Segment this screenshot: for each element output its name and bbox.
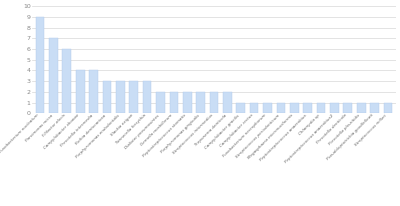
Bar bbox=[330, 103, 339, 113]
Bar bbox=[263, 103, 272, 113]
Bar bbox=[223, 92, 232, 113]
Bar bbox=[62, 49, 71, 113]
Bar bbox=[317, 103, 326, 113]
Bar bbox=[250, 103, 258, 113]
Bar bbox=[183, 92, 192, 113]
Bar bbox=[116, 81, 125, 113]
Bar bbox=[49, 38, 58, 113]
Bar bbox=[196, 92, 205, 113]
Bar bbox=[102, 81, 111, 113]
Bar bbox=[129, 81, 138, 113]
Bar bbox=[210, 92, 218, 113]
Bar bbox=[370, 103, 379, 113]
Bar bbox=[89, 70, 98, 113]
Bar bbox=[143, 81, 152, 113]
Bar bbox=[303, 103, 312, 113]
Bar bbox=[290, 103, 299, 113]
Bar bbox=[276, 103, 285, 113]
Bar bbox=[357, 103, 366, 113]
Bar bbox=[36, 17, 44, 113]
Bar bbox=[236, 103, 245, 113]
Bar bbox=[384, 103, 392, 113]
Bar bbox=[76, 70, 84, 113]
Bar bbox=[344, 103, 352, 113]
Bar bbox=[170, 92, 178, 113]
Bar bbox=[156, 92, 165, 113]
